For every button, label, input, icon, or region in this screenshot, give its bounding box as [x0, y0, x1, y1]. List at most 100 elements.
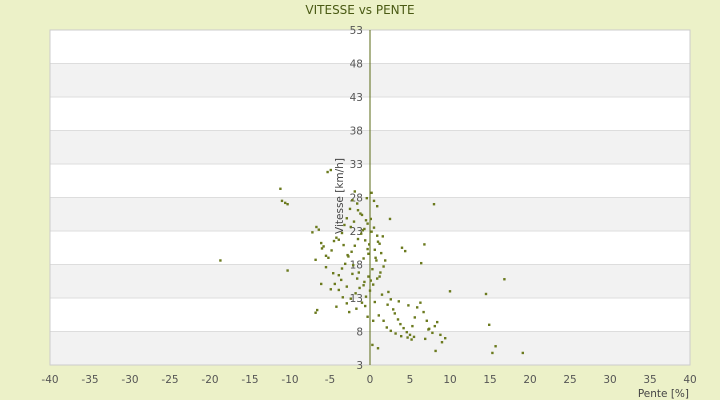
data-point — [355, 307, 358, 310]
data-point — [378, 275, 381, 278]
data-point — [370, 230, 373, 233]
data-point — [394, 332, 397, 335]
data-point — [219, 259, 222, 262]
data-point — [322, 245, 325, 248]
y-axis-label: Vitesse [km/h] — [334, 158, 346, 234]
data-point — [329, 288, 332, 291]
data-point — [400, 334, 403, 338]
data-point — [327, 256, 330, 259]
data-point — [392, 308, 395, 311]
x-tick-label: -30 — [121, 374, 138, 386]
data-point — [357, 271, 360, 274]
data-point — [382, 265, 385, 268]
data-point — [385, 326, 388, 329]
y-tick-label: 8 — [356, 327, 363, 339]
data-point — [367, 252, 370, 255]
data-point — [372, 319, 375, 322]
data-point — [423, 243, 426, 246]
data-point — [369, 217, 372, 221]
data-point — [375, 259, 378, 262]
data-point — [373, 248, 376, 251]
data-point — [420, 261, 423, 265]
data-point — [360, 232, 363, 235]
data-point — [337, 274, 340, 277]
data-point — [349, 297, 352, 300]
data-point — [389, 298, 392, 301]
data-point — [386, 303, 389, 306]
data-point — [353, 190, 356, 193]
y-tick-label: 23 — [350, 226, 363, 238]
x-tick-label: 40 — [683, 374, 696, 386]
x-tick-label: 35 — [643, 374, 656, 386]
data-point — [376, 277, 379, 280]
data-point — [344, 262, 347, 266]
data-point — [376, 205, 379, 208]
data-point — [364, 295, 368, 298]
data-point — [324, 254, 328, 257]
data-point — [419, 301, 422, 304]
data-point — [317, 228, 320, 231]
data-point — [351, 198, 354, 202]
data-point — [314, 258, 317, 262]
data-point — [342, 243, 345, 247]
scatter-points — [219, 168, 524, 355]
data-point — [444, 337, 447, 340]
data-point — [377, 314, 380, 317]
data-point — [407, 304, 410, 307]
data-point — [340, 231, 344, 235]
data-point — [434, 349, 437, 353]
data-point — [371, 267, 374, 271]
data-point — [332, 272, 335, 275]
data-point — [326, 170, 329, 174]
y-tick-label: 3 — [356, 360, 363, 372]
data-point — [356, 277, 359, 280]
y-tick-label: 18 — [350, 260, 363, 272]
data-point — [494, 345, 497, 348]
data-point — [368, 243, 371, 246]
data-point — [314, 311, 317, 314]
data-point — [404, 249, 407, 253]
data-point — [286, 269, 289, 272]
data-point — [397, 300, 400, 303]
data-point — [320, 282, 323, 286]
data-point — [352, 263, 355, 267]
data-point — [316, 308, 319, 312]
data-point — [354, 292, 357, 295]
data-point — [347, 255, 350, 258]
data-point — [422, 310, 425, 314]
data-point — [380, 293, 384, 296]
data-point — [440, 341, 444, 344]
data-point — [433, 324, 436, 328]
y-tick-label: 38 — [350, 126, 363, 138]
data-point — [350, 250, 353, 253]
data-point — [352, 220, 356, 223]
x-tick-label: -15 — [241, 374, 258, 386]
data-point — [413, 316, 416, 319]
x-tick-label: -5 — [325, 374, 335, 386]
data-point — [416, 306, 419, 309]
x-tick-labels: -40 -35 -30 -25 -20 -15 -10 -5 0 5 10 15 20 25 30 35 40 — [41, 374, 696, 386]
x-tick-label: 10 — [443, 374, 456, 386]
data-point — [411, 324, 414, 328]
x-tick-label: 30 — [603, 374, 616, 386]
data-point — [432, 203, 436, 206]
data-point — [436, 320, 439, 324]
data-point — [384, 259, 387, 262]
data-point — [333, 282, 336, 286]
data-point — [367, 275, 370, 278]
data-point — [381, 235, 384, 238]
data-point — [372, 283, 375, 286]
data-point — [286, 203, 289, 206]
x-axis-label: Pente [%] — [638, 388, 689, 400]
x-tick-label: -10 — [281, 374, 298, 386]
data-point — [399, 322, 402, 326]
y-tick-label: 33 — [350, 159, 363, 171]
x-tick-label: -35 — [81, 374, 98, 386]
x-tick-label: 5 — [407, 374, 414, 386]
data-point — [320, 247, 324, 250]
data-point — [337, 238, 340, 241]
data-point — [362, 257, 365, 260]
data-point — [424, 337, 427, 341]
data-point — [363, 280, 366, 284]
